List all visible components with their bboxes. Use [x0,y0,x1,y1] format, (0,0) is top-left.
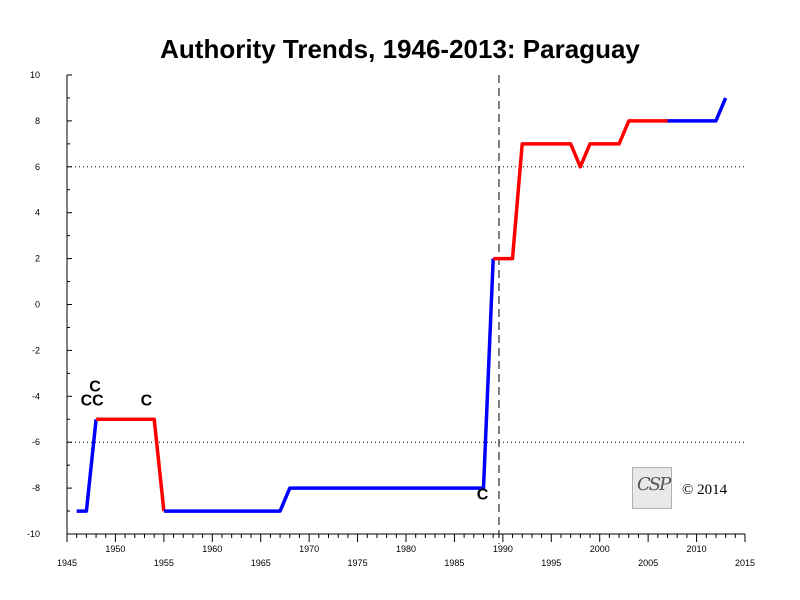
x-tick-label: 2005 [638,558,658,568]
y-tick-label: 6 [35,162,40,172]
x-tick-label: 1985 [444,558,464,568]
x-tick-label: 1965 [251,558,271,568]
series-segment-3-blue [163,258,495,513]
x-tick-label: 2000 [590,544,610,554]
annotation-label: C [141,392,153,409]
y-tick-label: 2 [35,254,40,264]
copyright-text: © 2014 [682,482,728,498]
x-tick-label: 1970 [299,544,319,554]
x-tick-label: 1945 [57,558,77,568]
csp-logo-text: CSP [637,474,671,495]
series-segment-2-red [96,417,166,512]
x-tick-label: 1980 [396,544,416,554]
annotations: CCC CC [81,379,489,504]
x-tick-label: 1990 [493,544,513,554]
annotation-label: C [89,379,101,396]
y-tick-label: -10 [27,529,40,539]
annotation-label: CC [81,392,105,409]
csp-logo: CSP [632,467,672,509]
y-tick-label: 4 [35,208,40,218]
annotation-label: C [477,487,489,504]
y-tick-label: -4 [32,391,40,401]
x-tick-label: 1975 [348,558,368,568]
data-series [76,97,728,513]
y-tick-label: -6 [32,437,40,447]
reference-lines [67,75,745,544]
axes: -10 -8 -6 -4 -2 0 2 4 6 8 10 1945 1950 1955 1960 1965 19… [27,70,755,568]
series-segment-4-red [493,119,668,261]
x-tick-label: 1995 [541,558,561,568]
y-tick-label: 0 [35,300,40,310]
y-tick-label: -2 [32,345,40,355]
x-tick-label: 1955 [154,558,174,568]
series-segment-1-blue [76,419,98,513]
x-tick-label: 2015 [735,558,755,568]
x-tick-label: 2010 [687,544,707,554]
x-tick-label: 1960 [202,544,222,554]
y-tick-label: 10 [30,70,40,80]
chart-title: Authority Trends, 1946-2013: Paraguay [160,34,640,64]
y-tick-label: -8 [32,483,40,493]
y-tick-label: 8 [35,116,40,126]
series-segment-5-blue [667,97,728,123]
x-tick-label: 1950 [105,544,125,554]
